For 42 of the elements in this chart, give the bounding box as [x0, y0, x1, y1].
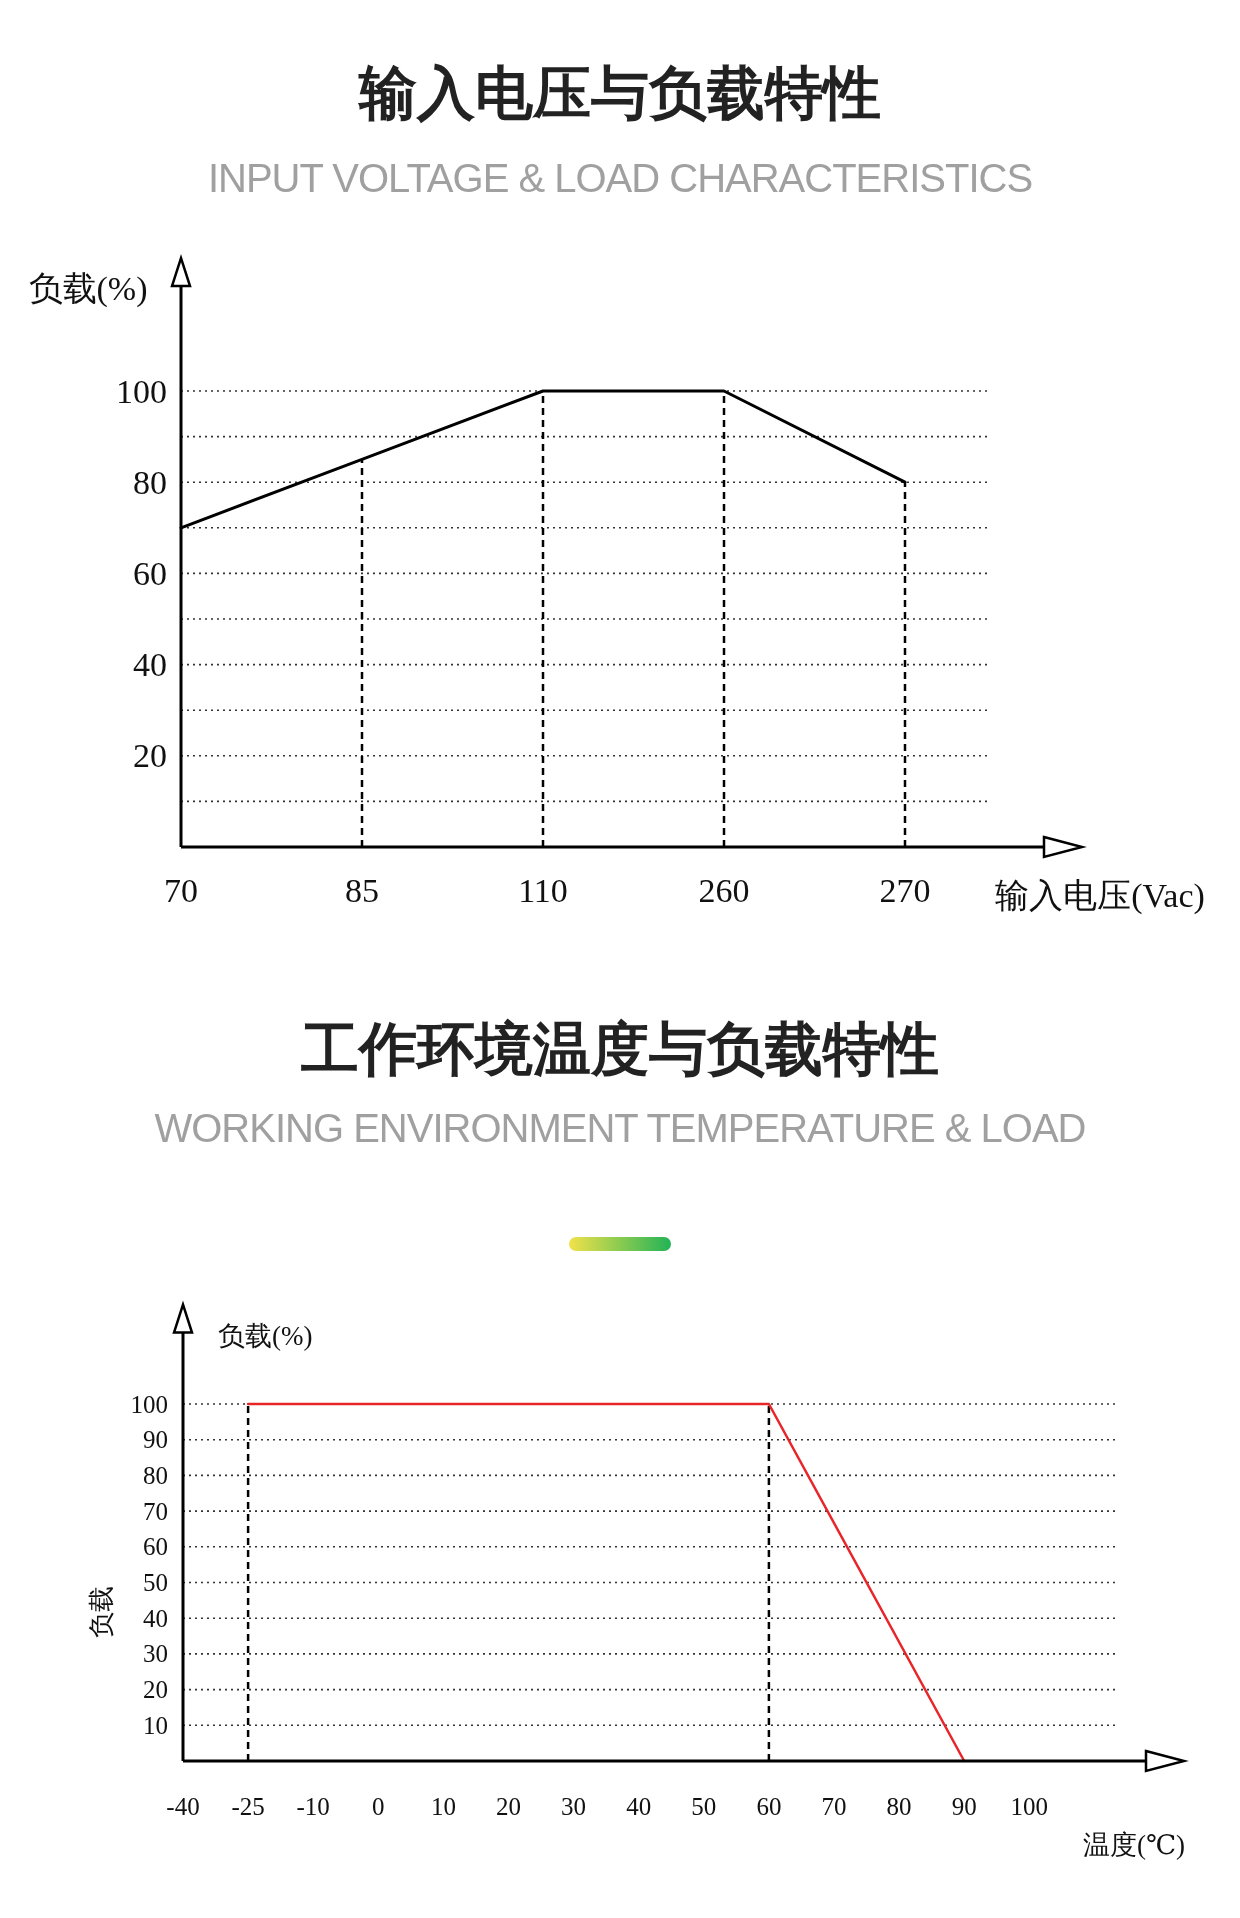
x-tick-label: 20 — [496, 1792, 521, 1820]
y-tick-label: 70 — [143, 1497, 168, 1525]
y-tick-label: 40 — [143, 1604, 168, 1632]
x-tick-label: 10 — [430, 1792, 456, 1820]
x-tick-label: 90 — [951, 1792, 977, 1820]
x-tick-label: -10 — [296, 1792, 330, 1820]
x-tick-label: -40 — [166, 1792, 200, 1820]
chart-subtitle: INPUT VOLTAGE & LOAD CHARACTERISTICS — [207, 156, 1033, 200]
x-tick-label: 85 — [345, 871, 379, 909]
x-tick-label: 70 — [821, 1792, 847, 1820]
x-tick-label: 80 — [886, 1792, 912, 1820]
chart-title: 输入电压与负载特性 — [357, 59, 881, 125]
y-tick-label: 20 — [143, 1676, 168, 1704]
y-axis-title: 负载(%) — [28, 269, 148, 308]
x-tick-label: 60 — [756, 1792, 782, 1820]
x-tick-label: 40 — [626, 1792, 652, 1820]
y-axis-title: 负载 — [86, 1586, 116, 1638]
x-tick-label: -25 — [231, 1792, 265, 1820]
y-tick-label: 90 — [143, 1426, 168, 1454]
x-tick-label: 50 — [691, 1792, 717, 1820]
x-tick-label: 110 — [518, 871, 568, 909]
x-tick-label: 260 — [698, 871, 750, 909]
y-tick-label: 100 — [130, 1390, 168, 1418]
x-axis-title: 温度(℃) — [1082, 1830, 1186, 1860]
x-tick-label: 0 — [372, 1792, 385, 1820]
y-tick-label: 80 — [133, 463, 167, 501]
y-tick-label: 60 — [143, 1533, 168, 1561]
chart-subtitle: WORKING ENVIRONMENT TEMPERATURE & LOAD — [154, 1106, 1086, 1150]
annotation: 负载(%) — [218, 1321, 313, 1351]
y-tick-label: 60 — [133, 554, 167, 592]
x-axis-title: 输入电压(Vac) — [995, 876, 1205, 915]
x-tick-label: 30 — [561, 1792, 587, 1820]
y-tick-label: 100 — [116, 372, 167, 410]
x-tick-label: 270 — [879, 871, 931, 909]
y-tick-label: 10 — [143, 1711, 168, 1739]
y-tick-label: 80 — [143, 1461, 168, 1489]
y-tick-label: 20 — [133, 737, 167, 775]
y-tick-label: 50 — [143, 1569, 168, 1596]
y-tick-label: 40 — [133, 646, 167, 684]
chart-title: 工作环境温度与负载特性 — [300, 1015, 939, 1081]
y-tick-label: 30 — [143, 1640, 168, 1668]
x-tick-label: 100 — [1010, 1792, 1049, 1820]
